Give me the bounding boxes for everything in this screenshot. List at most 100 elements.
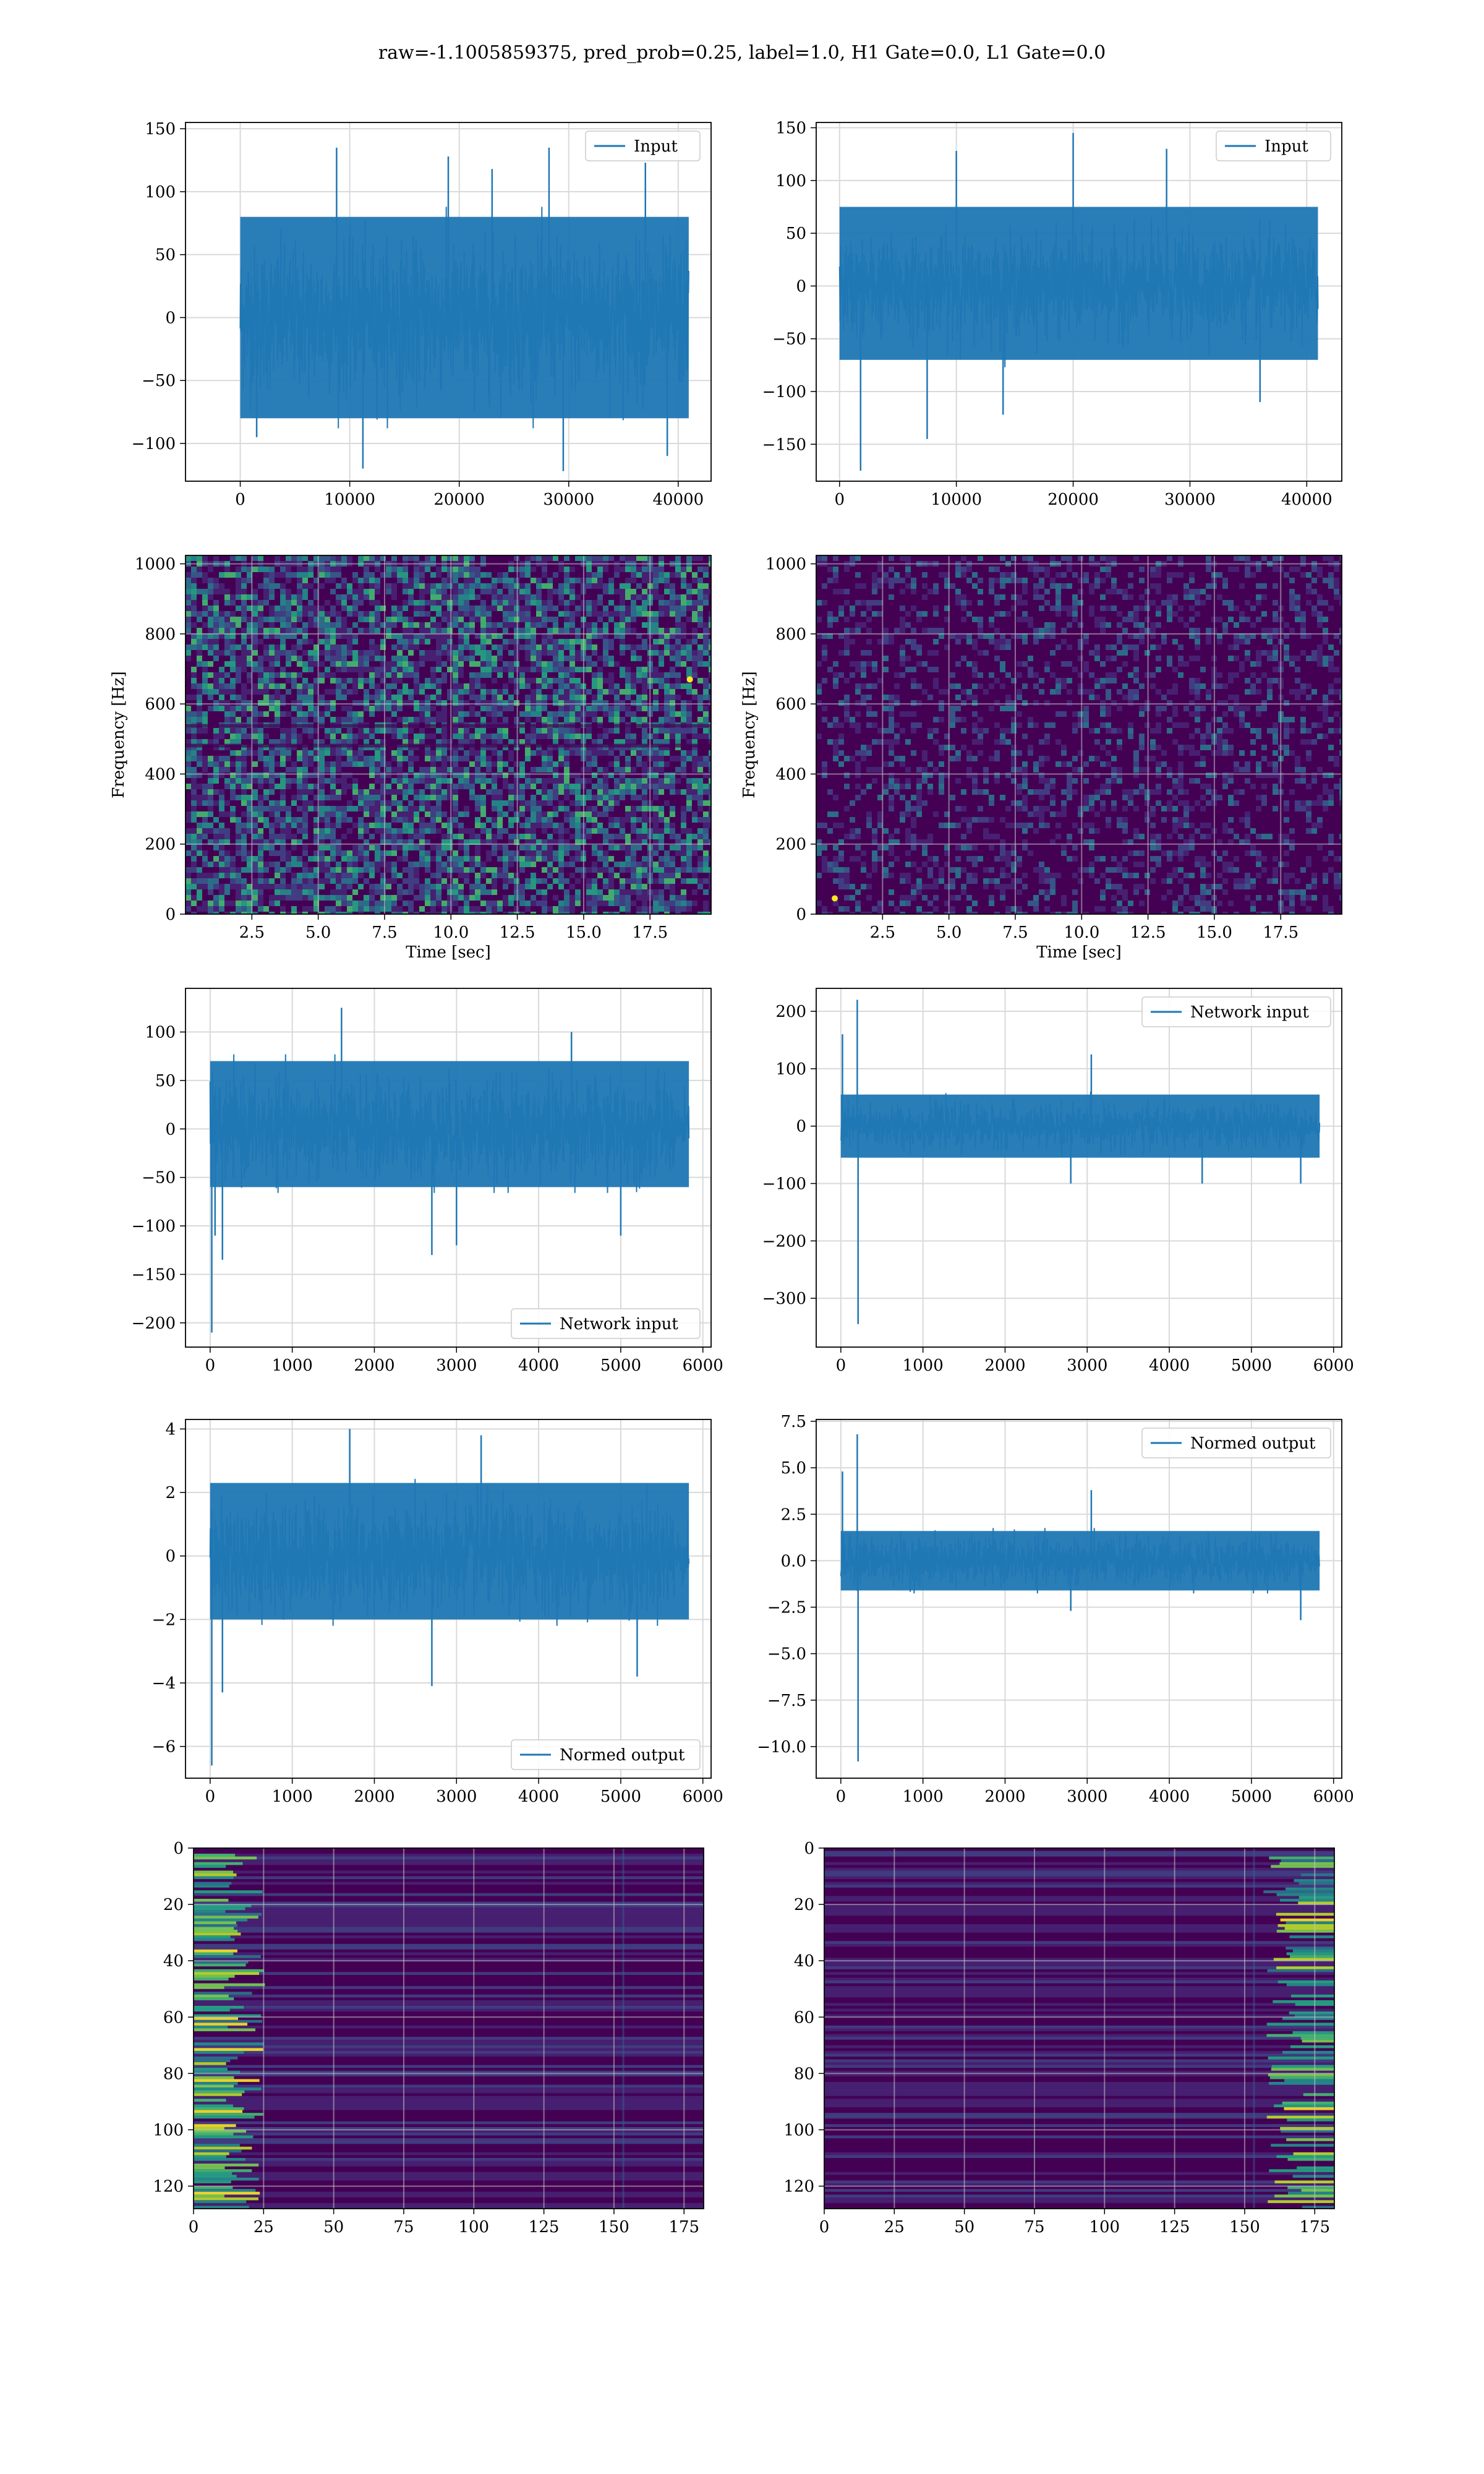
heatmap-cell: [642, 889, 647, 895]
heatmap-cell: [636, 567, 642, 572]
heatmap-cell: [302, 578, 308, 583]
heatmap-cell: [403, 889, 408, 895]
heatmap-cell: [447, 567, 453, 572]
heatmap-cell: [430, 622, 436, 628]
heatmap-cell: [380, 789, 386, 795]
heatmap-cell: [569, 700, 575, 706]
heatmap-cell: [1039, 594, 1044, 600]
heatmap-cell: [330, 650, 336, 656]
heatmap-cell: [1195, 611, 1200, 617]
heatmap-cell: [575, 856, 581, 862]
heatmap-cell: [531, 600, 536, 606]
heatmap-cell: [313, 689, 319, 695]
heatmap-cell: [230, 678, 236, 683]
heatmap-cell: [492, 850, 497, 856]
heatmap-cell: [603, 728, 608, 734]
heatmap-cell: [213, 767, 219, 773]
heatmap-cell: [586, 567, 592, 572]
heatmap-cell: [447, 739, 453, 745]
heatmap-cell: [208, 628, 213, 633]
heatmap-cell: [208, 589, 213, 594]
heatmap-cell: [263, 756, 269, 761]
heatmap-cell: [258, 839, 263, 845]
heatmap-cell: [569, 800, 575, 806]
heatmap-cell: [208, 606, 213, 611]
heatmap-cell: [236, 700, 241, 706]
heatmap-cell: [492, 739, 497, 745]
heatmap-cell: [514, 789, 519, 795]
heatmap-cell: [252, 706, 258, 711]
heatmap-cell: [1033, 572, 1039, 578]
heatmap-cell: [224, 884, 230, 889]
heatmap-cell: [1089, 606, 1094, 611]
heatmap-cell: [453, 600, 458, 606]
heatmap-cell: [480, 728, 486, 734]
heatmap-cell: [575, 850, 581, 856]
y-axis-label: Frequency [Hz]: [109, 671, 128, 798]
heatmap-cell: [436, 856, 441, 862]
heatmap-cell: [219, 834, 224, 839]
heatmap-cell: [208, 617, 213, 622]
heatmap-cell: [230, 784, 236, 789]
heatmap-cell: [631, 845, 636, 850]
heatmap-cell: [186, 767, 191, 773]
heatmap-cell: [1156, 567, 1161, 572]
heatmap-cell: [664, 578, 670, 583]
heatmap-cell: [486, 650, 492, 656]
heatmap-cell: [425, 589, 430, 594]
heatmap-cell: [664, 589, 670, 594]
heatmap-cell: [1072, 611, 1078, 617]
heatmap-cell: [1022, 611, 1028, 617]
heatmap-cell: [375, 795, 380, 800]
heatmap-cell: [508, 795, 514, 800]
heatmap-cell: [1156, 583, 1161, 589]
heatmap-cell: [213, 706, 219, 711]
heatmap-cell: [219, 589, 224, 594]
heatmap-cell: [202, 672, 208, 678]
heatmap-cell: [425, 622, 430, 628]
heatmap-cell: [391, 817, 397, 823]
heatmap-cell: [313, 728, 319, 734]
heatmap-cell: [286, 672, 291, 678]
heatmap-cell: [492, 583, 497, 589]
heatmap-cell: [219, 889, 224, 895]
heatmap-cell: [430, 734, 436, 739]
heatmap-cell: [191, 728, 197, 734]
heatmap-cell: [197, 750, 202, 756]
heatmap-cell: [364, 761, 369, 767]
heatmap-cell: [636, 806, 642, 811]
heatmap-cell: [569, 734, 575, 739]
heatmap-cell: [286, 572, 291, 578]
heatmap-cell: [241, 828, 247, 834]
heatmap-cell: [269, 661, 275, 667]
heatmap-cell: [325, 706, 330, 711]
heatmap-cell: [336, 594, 341, 600]
heatmap-cell: [419, 823, 425, 828]
heatmap-cell: [586, 889, 592, 895]
heatmap-cell: [670, 672, 675, 678]
heatmap-cell: [978, 628, 983, 633]
heatmap-cell: [592, 806, 597, 811]
heatmap-cell: [525, 555, 531, 561]
heatmap-cell: [670, 784, 675, 789]
heatmap-cell: [408, 583, 414, 589]
heatmap-cell: [297, 873, 302, 878]
heatmap-cell: [358, 555, 364, 561]
heatmap-cell: [703, 594, 709, 600]
heatmap-cell: [308, 884, 313, 889]
heatmap-cell: [275, 572, 280, 578]
heatmap-cell: [341, 834, 347, 839]
heatmap-cell: [369, 823, 375, 828]
heatmap-cell: [603, 583, 608, 589]
heatmap-cell: [263, 878, 269, 884]
heatmap-cell: [475, 678, 480, 683]
heatmap-cell: [308, 667, 313, 672]
heatmap-cell: [608, 555, 614, 561]
heatmap-cell: [458, 717, 464, 722]
heatmap-cell: [497, 594, 503, 600]
signal-line: [239, 207, 689, 429]
heatmap-cell: [503, 700, 508, 706]
heatmap-cell: [620, 606, 625, 611]
heatmap-cell: [558, 661, 564, 667]
heatmap-cell: [358, 795, 364, 800]
